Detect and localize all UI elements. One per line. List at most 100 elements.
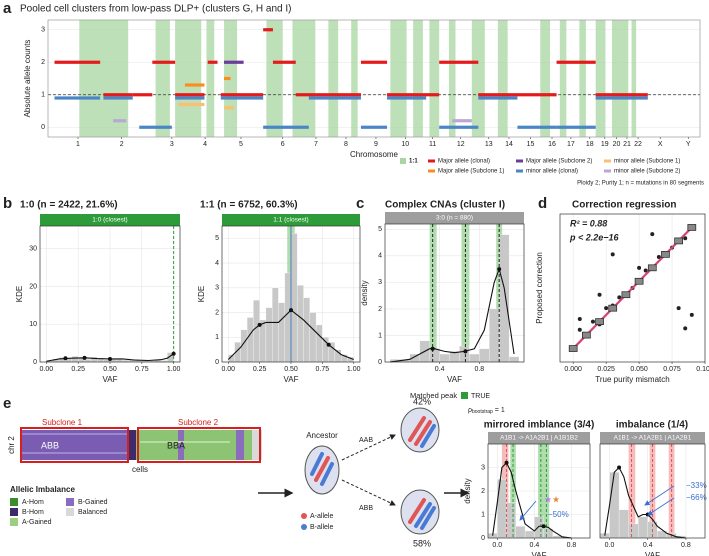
x-tick-label: 20 (613, 141, 621, 148)
x-tick-label: 0.4 (643, 542, 653, 549)
branch-label: ABB (359, 505, 373, 512)
box (582, 331, 591, 339)
y-axis-label: KDE (15, 286, 24, 302)
histogram-bar (638, 516, 648, 539)
subclone-label: Subclone 1 (42, 418, 83, 427)
legend-label: minor allele (clonal) (526, 169, 578, 175)
chrom-label: chr 2 (7, 436, 16, 454)
x-tick-label: 0.025 (597, 366, 615, 373)
legend-label: A-Gained (22, 519, 52, 526)
chart: Pooled cell clusters from low-pass DLP+ … (20, 4, 704, 187)
x-tick-label: 0.4 (529, 542, 539, 549)
peak-point (82, 355, 87, 360)
x-tick-label: 0.0 (605, 542, 615, 549)
y-tick-label: 3 (41, 27, 45, 34)
region (175, 20, 202, 137)
annotation-part: = 1 (493, 407, 505, 414)
peak-point (108, 356, 112, 361)
chart: mirrored imblance (3/4) A1B1 -> A1A2B1 | … (463, 420, 594, 556)
region (266, 20, 283, 137)
region (471, 20, 485, 137)
region (595, 20, 606, 137)
legend-swatch (428, 169, 435, 173)
histogram-bar (499, 234, 510, 363)
x-tick-label: 1.00 (347, 366, 361, 373)
box (674, 237, 683, 245)
region (328, 20, 339, 137)
heatmap-block (236, 430, 244, 460)
point (590, 319, 595, 324)
chromosome (420, 506, 436, 530)
y-tick-label: 10 (29, 321, 37, 328)
x-tick-label: 0.075 (663, 366, 681, 373)
x-tick-label: 0.8 (567, 542, 577, 549)
x-tick-label: 0.050 (630, 366, 648, 373)
histogram-bar (628, 523, 639, 539)
point (577, 327, 582, 332)
histogram-bar (265, 307, 273, 363)
histogram-bar (290, 233, 298, 363)
region (413, 20, 423, 137)
chart-title: mirrored imblance (3/4) (484, 420, 595, 431)
segment (556, 60, 596, 64)
y-axis-label: Absolute allele counts (23, 40, 32, 118)
point (577, 316, 582, 321)
region (611, 20, 629, 137)
segment (556, 125, 596, 129)
x-tick-label: 0.00 (221, 366, 235, 373)
facet-strip-label: 1:0 (closest) (92, 217, 127, 224)
x-axis-label: VAF (532, 551, 547, 556)
x-axis-label: VAF (284, 375, 299, 384)
panel-label: b (3, 195, 12, 212)
panel-label: d (538, 195, 547, 212)
x-tick-label: 21 (623, 141, 631, 148)
histogram-bar (429, 348, 440, 363)
x-tick-label: 0.25 (71, 366, 85, 373)
plot-frame (487, 443, 591, 539)
x-tick-label: 0.8 (474, 366, 484, 373)
region (292, 20, 316, 137)
y-tick-label: 30 (29, 246, 37, 253)
plot-frame (559, 213, 706, 363)
histogram-bar (489, 308, 500, 363)
annotation: −33% (686, 481, 707, 490)
arrow (341, 479, 396, 506)
region (206, 20, 215, 137)
chromosome (408, 416, 426, 442)
histogram-bar (609, 472, 620, 539)
x-tick-label: 0.75 (316, 366, 330, 373)
panel-label: e (3, 395, 11, 412)
x-tick-label: 0.25 (253, 366, 267, 373)
chart: Correction regression 0.000 0.025 0.050 0.07… (535, 200, 709, 384)
chart-title: imbalance (1/4) (616, 420, 688, 431)
x-axis-label: Chromosome (350, 150, 399, 159)
facet-strip-label: 3:0 (n = 880) (436, 215, 473, 222)
kde-line (492, 461, 572, 539)
x-tick-label: 3 (170, 141, 174, 148)
facet-strip (222, 214, 360, 226)
heatmap-x-label: cells (132, 465, 148, 474)
x-tick-label: 8 (344, 141, 348, 148)
segment (139, 125, 172, 129)
legend-label: 1:1 (409, 159, 418, 165)
chromosome (414, 420, 432, 446)
legend-swatch (604, 169, 611, 173)
x-axis-label: VAF (103, 375, 118, 384)
legend-swatch (66, 508, 74, 516)
box (595, 318, 604, 325)
histogram-bar (272, 287, 279, 363)
legend-label: B-allele (310, 524, 333, 531)
plot-frame (47, 19, 701, 138)
histogram-bar (459, 345, 470, 363)
histogram-bar (303, 297, 310, 363)
annotation-arrow (519, 500, 537, 521)
facet-strip-label: A1B1 -> A1A2B1 | A1B1B2 (500, 435, 578, 442)
segment (152, 60, 176, 64)
y-axis-label: density (360, 280, 369, 305)
plot-frame (221, 225, 361, 363)
region (351, 20, 358, 137)
point (604, 306, 609, 311)
segment (439, 125, 479, 129)
y-tick-label: 0 (378, 359, 382, 366)
histogram-bar (297, 285, 304, 363)
